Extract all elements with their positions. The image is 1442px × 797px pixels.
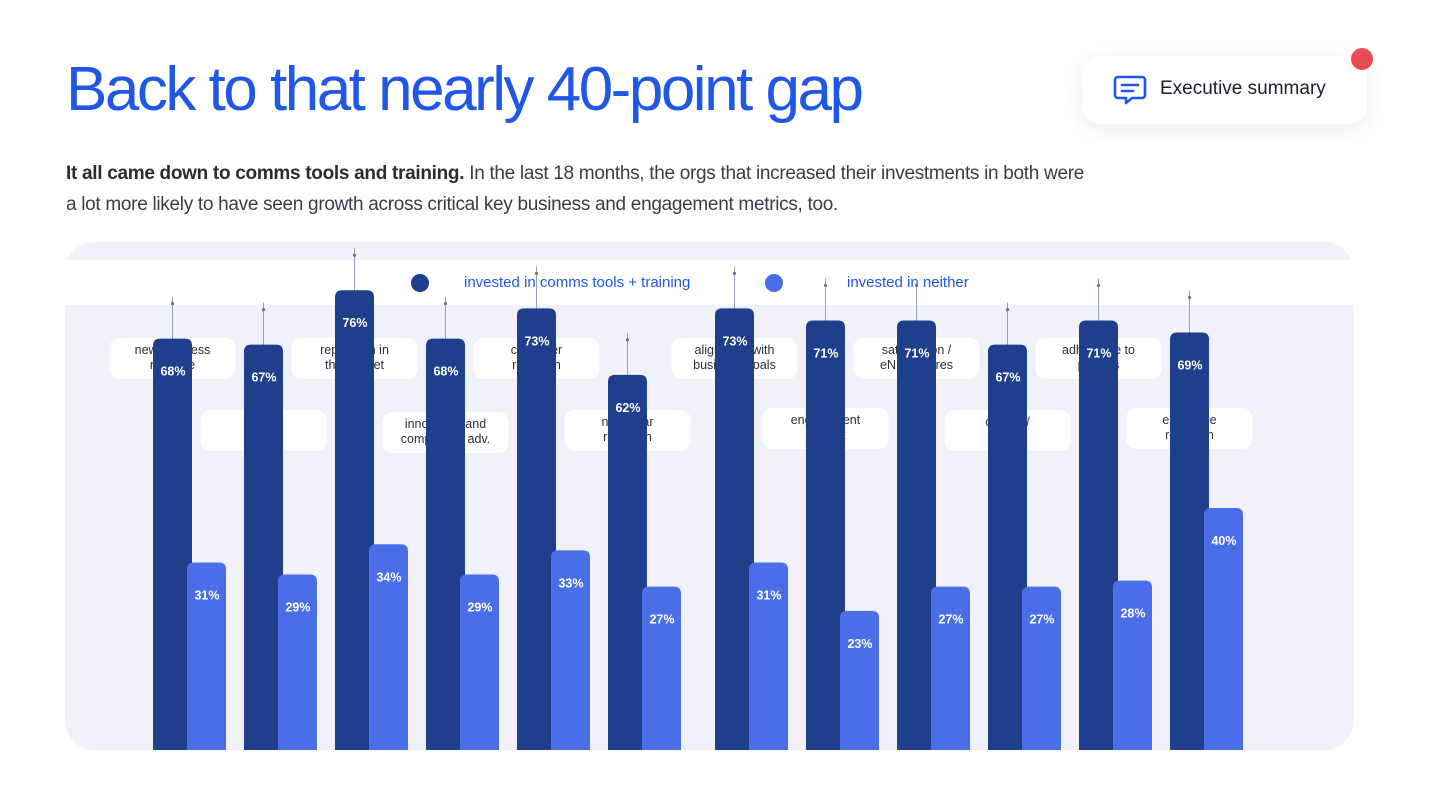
summary-text: It all came down to comms tools and trai… [66,158,1086,220]
bar-group: customerretention73%33% [473,266,600,750]
value-label-invested: 71% [904,346,929,360]
connector-dot [625,338,630,342]
connector-dot [732,271,737,275]
bar-neither [1204,508,1243,750]
bar-neither [642,586,681,750]
chart-panel: invested in comms tools + training inves… [65,242,1354,750]
connector-dot [914,283,919,288]
value-label-neither: 31% [194,588,219,602]
bar-group: new businessrevenue68%31% [109,296,236,750]
bar-neither [187,562,226,750]
legend-swatch-light [765,274,783,292]
value-label-invested: 73% [524,334,549,348]
value-label-invested: 62% [615,401,640,415]
value-label-neither: 23% [847,637,872,651]
bar-group: innovation andcompetitive adv.68%29% [382,296,509,750]
bar-group: employeeretention69%40% [1126,290,1253,750]
value-label-invested: 73% [722,334,747,348]
value-label-neither: 27% [1029,613,1054,627]
bar-neither [749,562,788,750]
bar-invested [1079,320,1118,750]
bar-invested [608,374,647,750]
bar-group: culture /morale67%27% [944,302,1071,750]
bar-invested [244,344,283,750]
bar-group: net-dollarretention62%27% [564,332,691,750]
bar-neither [1113,580,1152,750]
connector-dot [443,302,448,306]
bar-neither [551,550,590,750]
legend-swatch-dark [411,274,429,292]
value-label-neither: 40% [1211,534,1236,548]
notification-badge [1351,48,1373,70]
bar-chart: new businessrevenue68%31%marketshare67%2… [109,248,1253,750]
bar-invested [1170,332,1209,750]
executive-summary-label: Executive summary [1160,78,1326,99]
bar-invested [426,338,465,750]
bar-group: satisfaction /eNPS scores71%27% [853,278,980,750]
bar-group: engagementat work71%23% [762,278,889,750]
bar-neither [840,610,879,750]
bar-group: marketshare67%29% [200,302,327,750]
bar-invested [897,320,936,750]
bar-neither [460,574,499,750]
bar-invested [715,308,754,750]
value-label-neither: 29% [467,601,492,615]
connector-dot [823,283,828,288]
value-label-invested: 68% [160,365,185,379]
legend-label-invested: invested in comms tools + training [464,274,691,291]
executive-summary-button[interactable]: Executive summary [1083,56,1367,124]
bar-neither [278,574,317,750]
connector-dot [1005,308,1010,312]
bar-group: adherence topolicies71%28% [1035,278,1162,750]
connector-dot [170,302,175,306]
value-label-invested: 67% [995,371,1020,385]
bar-neither [369,544,408,750]
value-label-invested: 76% [342,316,367,330]
connector-dot [1187,295,1192,300]
bar-invested [517,308,556,750]
value-label-neither: 34% [376,570,401,584]
value-label-neither: 27% [649,613,674,627]
connector-dot [1096,283,1101,288]
value-label-invested: 71% [813,346,838,360]
value-label-neither: 33% [558,576,583,590]
value-label-invested: 68% [433,365,458,379]
value-label-neither: 29% [285,601,310,615]
bar-neither [931,586,970,750]
bar-neither [1022,586,1061,750]
connector-dot [352,253,357,257]
bar-invested [988,344,1027,750]
value-label-neither: 27% [938,613,963,627]
chat-bubble-icon [1113,75,1147,105]
page-title: Back to that nearly 40-point gap [66,55,864,124]
value-label-neither: 28% [1120,607,1145,621]
value-label-invested: 69% [1177,359,1202,373]
value-label-invested: 67% [251,371,276,385]
chart-legend: invested in comms tools + training inves… [65,260,1354,305]
legend-label-neither: invested in neither [847,274,969,291]
connector-dot [534,271,539,275]
summary-lead: It all came down to comms tools and trai… [66,163,465,184]
value-label-neither: 31% [756,588,781,602]
bar-invested [335,290,374,750]
connector-dot [261,308,266,312]
bar-invested [806,320,845,750]
value-label-invested: 71% [1086,346,1111,360]
bar-invested [153,338,192,750]
summary-body: In the last 18 months, the orgs that inc… [66,163,1085,215]
